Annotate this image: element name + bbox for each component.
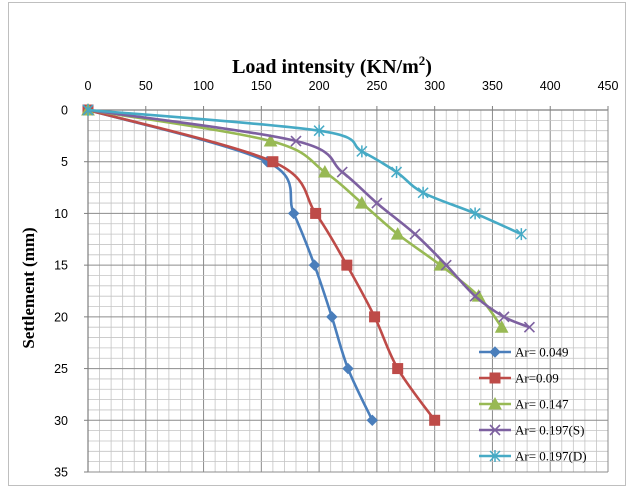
grid	[87, 109, 609, 473]
x-tick-label: 150	[251, 79, 272, 93]
data-point-series-3	[355, 196, 369, 209]
axes: 0 50 100 150 200 250 300 350 400 450 0 5 10 15 20 25 30 3…	[54, 79, 618, 480]
data-point-series-4	[498, 311, 510, 323]
legend: Ar= 0.049 Ar=0.09 Ar= 0.147 Ar= 0.197(S) Ar=…	[479, 345, 587, 464]
legend-label: Ar= 0.197(D)	[515, 449, 587, 464]
chart-area: Load intensity (KN/m2) Settlement (mm) 0…	[8, 2, 626, 486]
data-point-series-2	[392, 363, 404, 375]
data-point-series-5	[391, 166, 403, 179]
data-point-series-2	[369, 311, 381, 323]
x-tick-label: 350	[482, 79, 503, 93]
data-point-series-4	[409, 228, 421, 240]
legend-marker	[489, 346, 501, 358]
x-tick-label: 250	[366, 79, 387, 93]
y-axis-label: Settlement (mm)	[19, 227, 38, 348]
y-tick-label: 25	[54, 362, 68, 376]
x-tick-label: 0	[85, 79, 92, 93]
data-point-series-4	[336, 166, 348, 178]
data-point-series-3	[390, 227, 405, 240]
data-point-series-2	[429, 414, 441, 426]
data-point-series-3	[494, 320, 509, 333]
data-point-series-4	[290, 135, 302, 147]
chart-title: Load intensity (KN/m2)	[232, 53, 432, 78]
legend-marker	[489, 424, 501, 436]
y-tick-label: 20	[54, 310, 68, 324]
data-point-series-1	[366, 414, 378, 426]
data-point-series-2	[310, 207, 322, 219]
data-point-series-1	[287, 207, 300, 220]
data-point-series-3	[318, 165, 332, 178]
data-point-series-5	[515, 228, 527, 241]
x-tick-label: 300	[424, 79, 445, 93]
data-point-series-5	[313, 124, 325, 137]
data-point-series-4	[469, 290, 481, 302]
data-point-series-5	[469, 207, 481, 220]
data-point-series-3	[263, 133, 278, 147]
data-point-series-2	[267, 156, 279, 168]
data-point-series-2	[341, 259, 353, 271]
data-point-series-4	[440, 259, 452, 271]
x-tick-label: 450	[598, 79, 619, 93]
data-point-series-4	[523, 321, 535, 333]
data-point-series-1	[308, 259, 321, 271]
data-point-series-1	[342, 362, 354, 375]
y-tick-label: 5	[61, 155, 68, 169]
y-tick-label: 35	[54, 466, 68, 480]
legend-label: Ar= 0.147	[515, 397, 569, 412]
settlement-chart: Load intensity (KN/m2) Settlement (mm) 0…	[19, 53, 618, 480]
series-group	[81, 102, 535, 426]
y-tick-label: 0	[61, 104, 68, 118]
x-tick-label: 400	[540, 79, 561, 93]
legend-marker	[489, 450, 501, 462]
x-tick-label: 50	[139, 79, 153, 93]
legend-marker	[489, 372, 501, 384]
data-point-series-5	[82, 104, 94, 116]
series-line-4	[87, 108, 530, 329]
data-point-series-5	[356, 145, 368, 158]
x-tick-label: 200	[309, 79, 330, 93]
legend-label: Ar= 0.197(S)	[515, 423, 584, 438]
y-tick-label: 10	[54, 207, 68, 221]
legend-marker	[488, 396, 502, 410]
legend-label: Ar=0.09	[515, 371, 559, 386]
series-line-5	[87, 108, 522, 236]
legend-label: Ar= 0.049	[515, 345, 569, 360]
y-tick-label: 30	[54, 414, 68, 428]
x-tick-label: 100	[193, 79, 214, 93]
y-tick-label: 15	[54, 259, 68, 273]
data-point-series-1	[326, 311, 338, 323]
data-point-series-4	[371, 197, 383, 209]
data-point-series-5	[417, 186, 429, 199]
